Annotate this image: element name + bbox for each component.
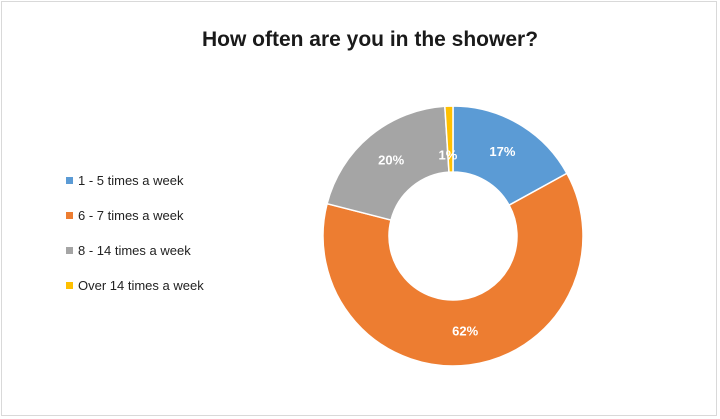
legend: 1 - 5 times a week 6 - 7 times a week 8 … (66, 172, 204, 312)
legend-swatch-6-7 (66, 212, 73, 219)
legend-swatch-over-14 (66, 282, 73, 289)
legend-label-over-14: Over 14 times a week (78, 278, 204, 293)
slice-label-over-14: 1% (439, 147, 458, 162)
legend-item-over-14: Over 14 times a week (66, 277, 204, 294)
slice-label-6-7: 62% (452, 324, 478, 339)
legend-label-6-7: 6 - 7 times a week (78, 208, 184, 223)
slice-label-1-5: 17% (489, 144, 515, 159)
donut-slices (322, 105, 584, 367)
legend-item-6-7: 6 - 7 times a week (66, 207, 204, 224)
legend-swatch-1-5 (66, 177, 73, 184)
legend-label-1-5: 1 - 5 times a week (78, 173, 184, 188)
slice-6-7 (322, 172, 584, 367)
slice-over-14 (444, 105, 454, 173)
legend-swatch-8-14 (66, 247, 73, 254)
legend-item-1-5: 1 - 5 times a week (66, 172, 204, 189)
slice-label-8-14: 20% (378, 153, 404, 168)
chart-title: How often are you in the shower? (201, 28, 539, 51)
donut-labels: 17% 62% 20% 1% (378, 144, 516, 339)
legend-label-8-14: 8 - 14 times a week (78, 243, 191, 258)
legend-item-8-14: 8 - 14 times a week (66, 242, 204, 259)
slice-8-14 (326, 105, 450, 221)
